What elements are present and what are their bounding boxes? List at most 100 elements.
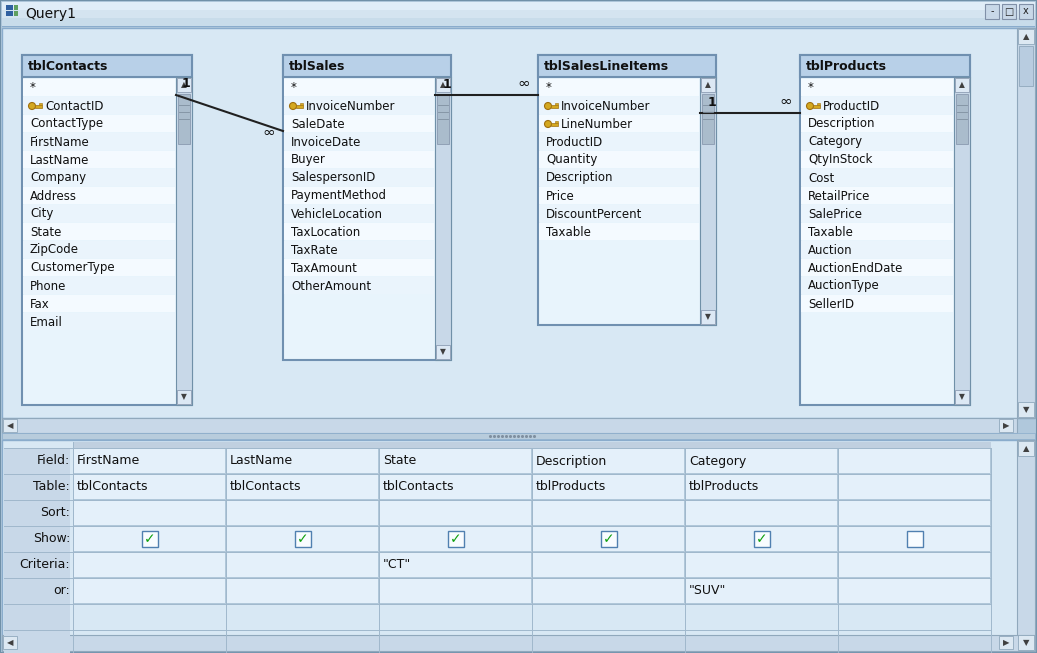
Bar [284,79,435,96]
Bar [2,26,1035,27]
Bar [685,526,837,551]
Text: Address: Address [30,189,77,202]
Text: Category: Category [689,454,747,468]
Text: or:: or: [53,584,71,597]
Bar [685,474,837,499]
Bar [3,636,17,649]
Bar [2,18,1035,26]
Text: SalePrice: SalePrice [808,208,862,221]
Bar [35,104,43,108]
Bar [801,187,953,204]
Text: LastName: LastName [30,153,89,167]
Bar [532,526,684,551]
Bar [226,526,379,551]
Text: tblContacts: tblContacts [77,481,148,494]
Text: Criteria:: Criteria: [20,558,71,571]
Text: DiscountPercent: DiscountPercent [546,208,642,221]
Bar [1018,441,1034,456]
Text: -: - [990,7,993,16]
Bar [532,552,684,577]
Bar [551,104,558,108]
Bar [1018,29,1034,44]
Bar [701,310,714,324]
Text: ✓: ✓ [297,532,308,546]
Bar [284,151,435,168]
Bar [538,55,716,325]
Bar [379,448,531,473]
Text: ∞: ∞ [262,125,276,140]
Bar [539,97,699,114]
Bar [284,187,435,204]
Bar [1017,28,1035,418]
Bar [23,223,175,240]
Text: ▲: ▲ [959,80,965,89]
Text: ◀: ◀ [7,421,13,430]
Text: ▼: ▼ [1022,405,1030,414]
Text: FirstName: FirstName [77,454,140,468]
Bar [1017,440,1035,651]
Text: Price: Price [546,189,574,202]
Bar [284,205,435,222]
Text: SaleDate: SaleDate [291,118,344,131]
Text: TaxRate: TaxRate [291,244,338,257]
Bar [800,55,970,77]
Bar [73,448,225,473]
Bar [2,635,1035,651]
Text: Taxable: Taxable [808,225,852,238]
Text: OtherAmount: OtherAmount [291,279,371,293]
Text: ▼: ▼ [705,313,711,321]
Bar [838,578,990,603]
Bar [379,500,531,525]
Bar [801,259,953,276]
Text: ∞: ∞ [517,76,530,91]
Bar [73,442,991,448]
Text: ✓: ✓ [450,532,461,546]
Bar [284,277,435,294]
Text: Phone: Phone [30,279,66,293]
Bar [701,78,714,92]
Bar [23,115,175,132]
Bar [23,169,175,186]
Text: PaymentMethod: PaymentMethod [291,189,387,202]
Text: tblProducts: tblProducts [536,481,607,494]
Bar [73,474,225,499]
Text: State: State [30,225,61,238]
Bar [379,474,531,499]
Bar [906,531,923,547]
Text: InvoiceDate: InvoiceDate [291,136,361,148]
Text: ▲: ▲ [1022,444,1030,453]
Bar [555,103,558,105]
Text: ProductID: ProductID [823,99,880,112]
Bar [532,448,684,473]
Text: "CT": "CT" [383,558,412,571]
Bar [23,277,175,294]
Bar [954,77,970,405]
Text: *: * [30,82,36,95]
Bar [15,11,18,16]
Bar [538,55,716,77]
Bar [801,205,953,222]
Bar [801,295,953,312]
Ellipse shape [289,103,297,110]
Bar [296,104,303,108]
Bar [284,97,435,114]
Text: Description: Description [808,118,875,131]
Text: tblProducts: tblProducts [689,481,759,494]
Bar [801,97,953,114]
Text: State: State [383,454,416,468]
Text: ▶: ▶ [1003,638,1009,647]
Bar [801,169,953,186]
Bar [985,4,999,19]
Text: RetailPrice: RetailPrice [808,189,870,202]
Bar [838,448,990,473]
Bar [801,223,953,240]
Text: ▼: ▼ [1022,638,1030,647]
Text: QtyInStock: QtyInStock [808,153,872,167]
Bar [379,526,531,551]
Text: Cost: Cost [808,172,834,185]
Bar [801,115,953,132]
Bar [23,241,175,258]
Bar [955,390,969,404]
Text: ▲: ▲ [440,80,446,89]
Text: Email: Email [30,315,63,328]
